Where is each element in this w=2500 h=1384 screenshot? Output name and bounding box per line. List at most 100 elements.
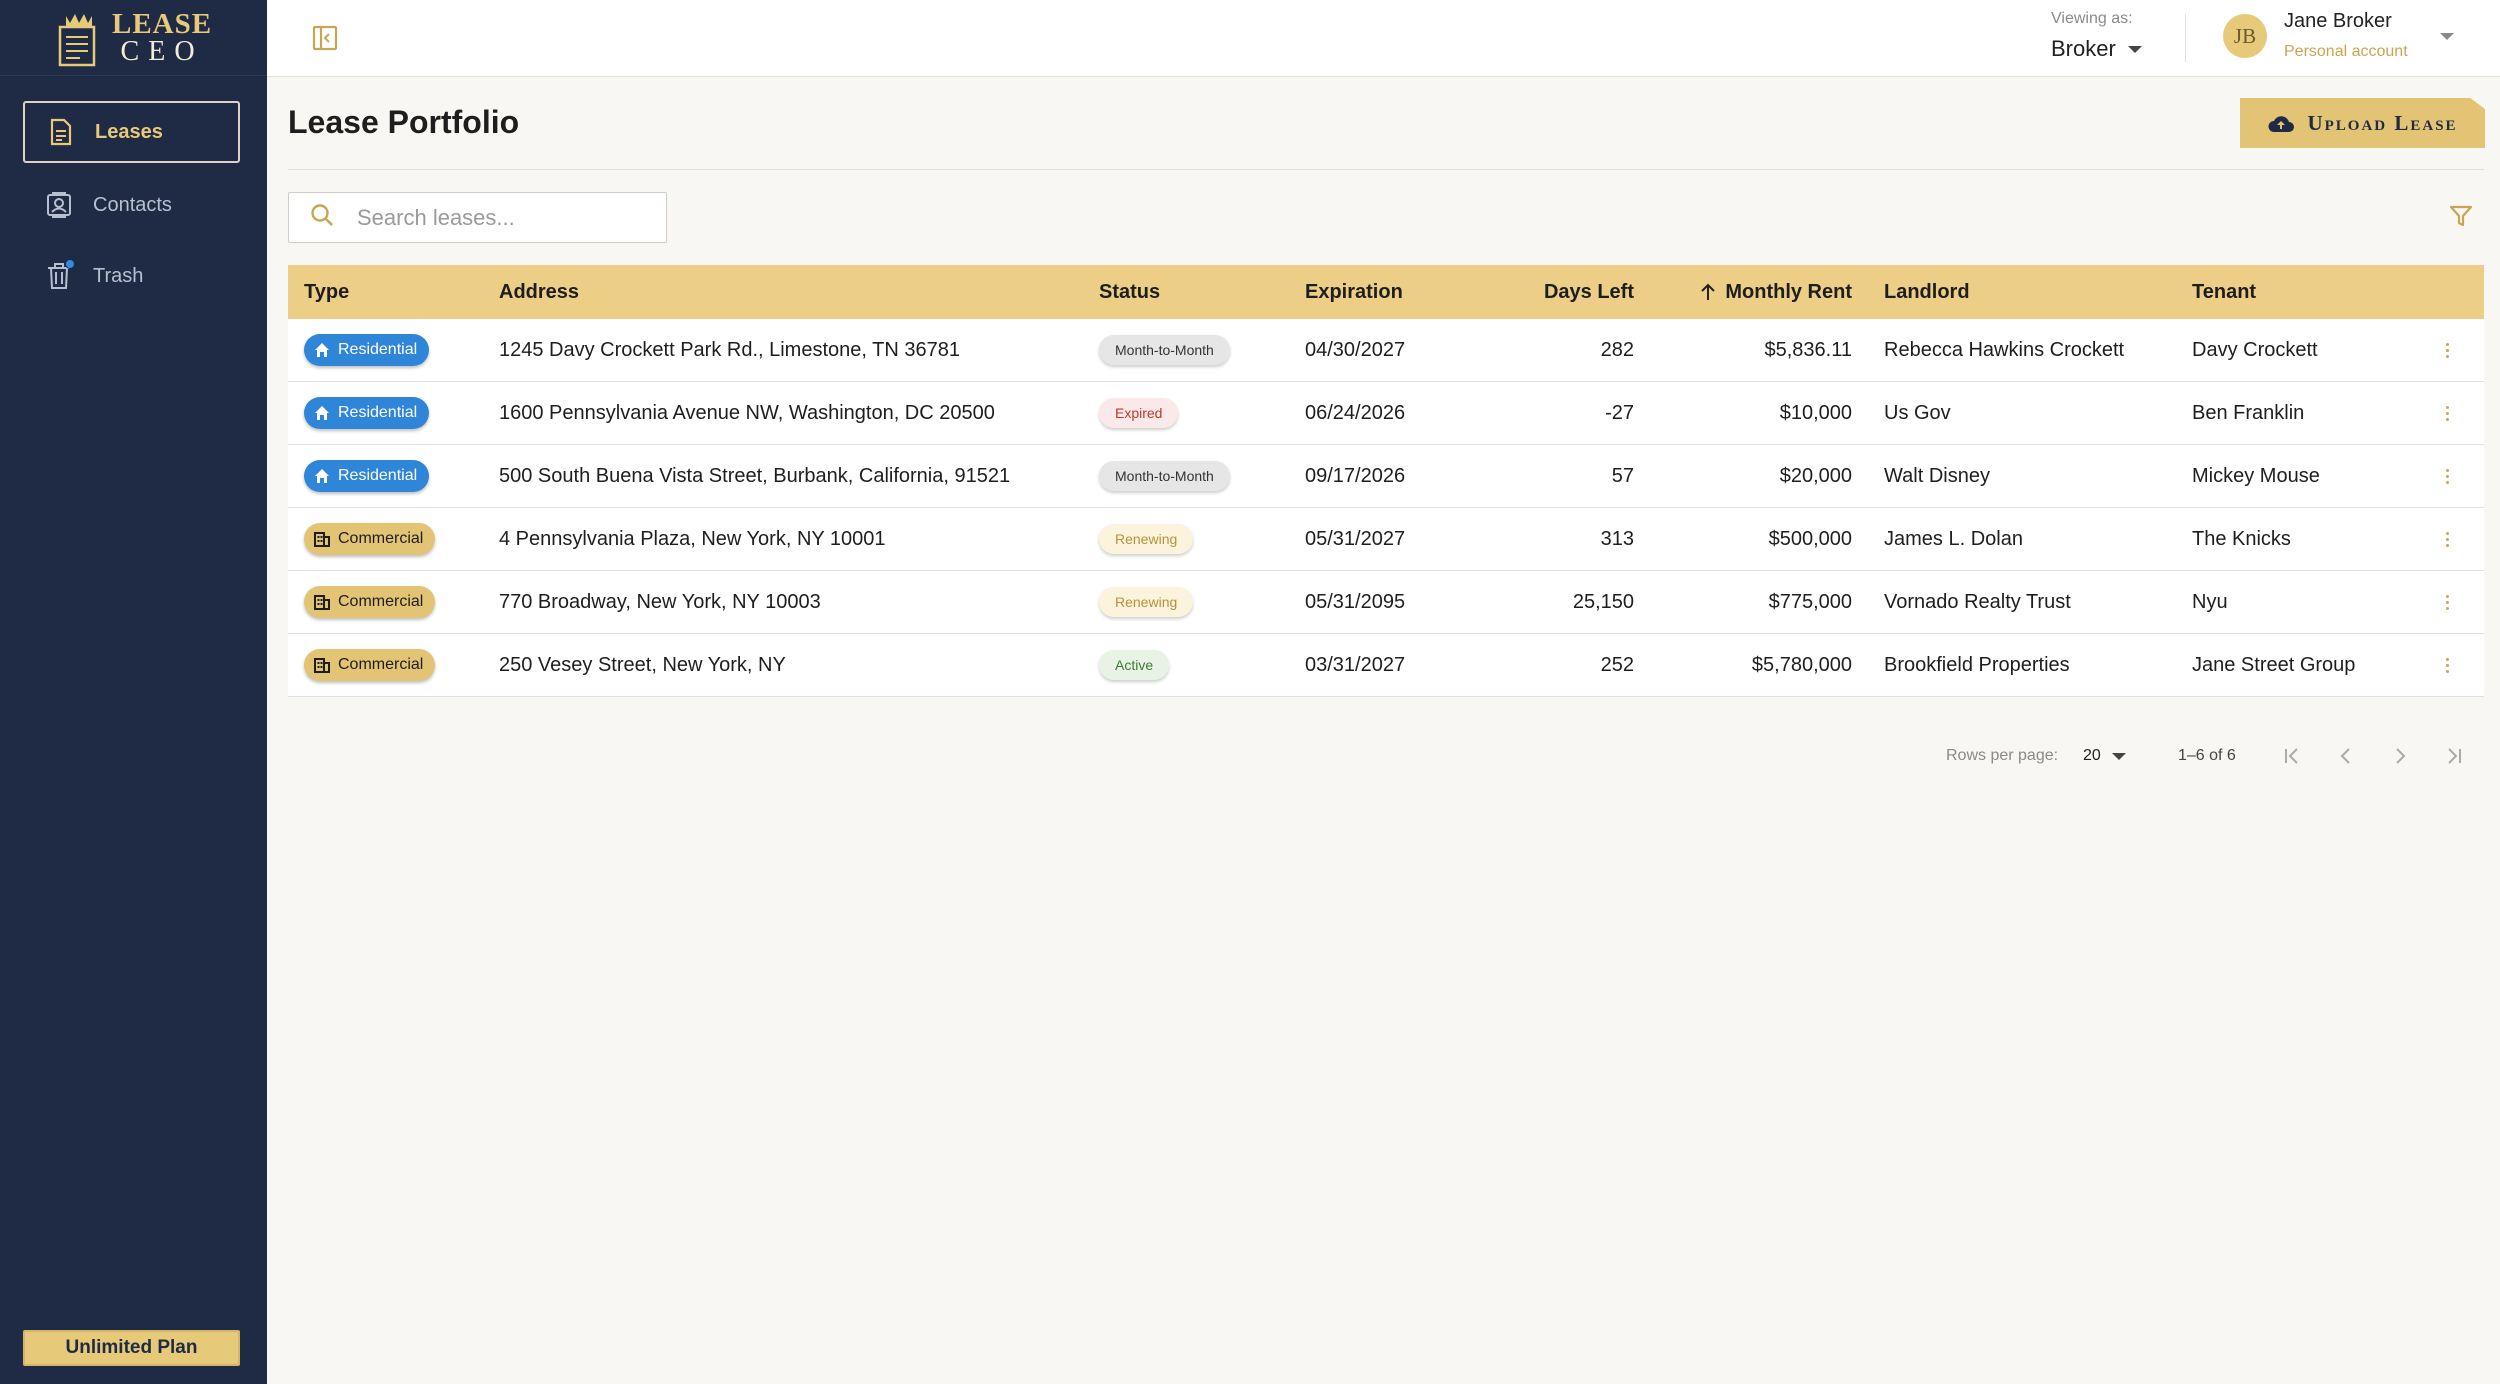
table-row[interactable]: Residential 1600 Pennsylvania Avenue NW, … xyxy=(288,382,2484,445)
address-cell: 500 South Buena Vista Street, Burbank, C… xyxy=(499,464,1011,487)
sidebar-item-label: Leases xyxy=(95,120,163,143)
days-left-cell: 252 xyxy=(1600,653,1634,676)
app-logo[interactable]: LEASE CEO xyxy=(56,6,212,70)
column-header-status[interactable]: Status xyxy=(1099,280,1161,303)
logo-document-icon xyxy=(56,10,102,67)
sidebar-item-trash[interactable]: Trash xyxy=(23,245,240,307)
table-body: Residential 1245 Davy Crockett Park Rd., … xyxy=(288,319,2484,697)
expiration-cell: 09/17/2026 xyxy=(1305,464,1406,487)
upload-lease-button[interactable]: Upload Lease xyxy=(2240,98,2485,148)
more-options-icon[interactable] xyxy=(2437,319,2457,381)
top-bar: Viewing as: Broker JB Jane Broker Person… xyxy=(267,0,2500,77)
status-badge: Renewing xyxy=(1099,524,1194,554)
house-icon xyxy=(312,403,332,423)
table-row[interactable]: Residential 500 South Buena Vista Street,… xyxy=(288,445,2484,508)
user-account-type: Personal account xyxy=(2284,43,2408,60)
column-header-landlord[interactable]: Landlord xyxy=(1884,280,1970,303)
last-page-icon[interactable] xyxy=(2440,742,2468,770)
contacts-icon xyxy=(45,190,73,220)
table-row[interactable]: Commercial 250 Vesey Street, New York, NY… xyxy=(288,634,2484,697)
search-icon xyxy=(309,202,335,233)
sidebar-item-leases[interactable]: Leases xyxy=(23,101,240,163)
type-cell: Commercial xyxy=(304,508,436,570)
status-cell: Expired xyxy=(1099,382,1179,444)
address-cell: 770 Broadway, New York, NY 10003 xyxy=(499,590,821,613)
landlord-cell: Brookfield Properties xyxy=(1884,653,2070,676)
expiration-cell: 06/24/2026 xyxy=(1305,401,1406,424)
plan-badge[interactable]: Unlimited Plan xyxy=(23,1330,240,1366)
lease-table: Type Address Status Expiration Days Left… xyxy=(288,265,2484,697)
type-badge: Commercial xyxy=(304,649,436,681)
column-header-address[interactable]: Address xyxy=(499,280,580,303)
type-cell: Residential xyxy=(304,319,430,381)
role-value: Broker xyxy=(2051,36,2116,61)
filter-icon[interactable] xyxy=(2448,203,2476,231)
more-options-icon[interactable] xyxy=(2437,571,2457,633)
rows-per-page-label: Rows per page: xyxy=(1946,747,2059,764)
type-badge: Commercial xyxy=(304,586,436,618)
more-options-icon[interactable] xyxy=(2437,508,2457,570)
type-cell: Commercial xyxy=(304,571,436,633)
column-header-monthly-rent[interactable]: Monthly Rent xyxy=(1698,265,1852,319)
status-cell: Month-to-Month xyxy=(1099,319,1230,381)
days-left-cell: 313 xyxy=(1600,527,1634,550)
days-left-cell: 282 xyxy=(1600,338,1634,361)
monthly-rent-cell: $5,836.11 xyxy=(1764,338,1853,361)
more-options-icon[interactable] xyxy=(2437,634,2457,696)
tenant-cell: Davy Crockett xyxy=(2192,338,2318,361)
status-badge: Active xyxy=(1099,650,1170,680)
building-icon xyxy=(312,529,332,549)
column-header-days-left[interactable]: Days Left xyxy=(1543,280,1634,303)
type-label: Residential xyxy=(338,404,418,421)
rows-per-page-select[interactable]: 20 xyxy=(2083,747,2101,764)
address-cell: 250 Vesey Street, New York, NY xyxy=(499,653,786,676)
house-icon xyxy=(312,466,332,486)
status-badge: Month-to-Month xyxy=(1099,461,1230,491)
sidebar-divider xyxy=(0,75,267,76)
search-box[interactable] xyxy=(288,192,667,243)
tenant-cell: Ben Franklin xyxy=(2192,401,2305,424)
landlord-cell: Rebecca Hawkins Crockett xyxy=(1884,338,2125,361)
chevron-down-icon xyxy=(2127,45,2142,53)
expiration-cell: 05/31/2027 xyxy=(1305,527,1406,550)
status-badge: Expired xyxy=(1099,398,1179,428)
divider xyxy=(288,169,2484,170)
column-header-type[interactable]: Type xyxy=(304,280,350,303)
days-left-cell: -27 xyxy=(1605,401,1634,424)
tenant-cell: The Knicks xyxy=(2192,527,2291,550)
sidebar-item-label: Contacts xyxy=(93,193,172,216)
column-header-tenant[interactable]: Tenant xyxy=(2192,280,2257,303)
table-row[interactable]: Commercial 770 Broadway, New York, NY 100… xyxy=(288,571,2484,634)
table-row[interactable]: Residential 1245 Davy Crockett Park Rd., … xyxy=(288,319,2484,382)
logo-line2: CEO xyxy=(120,36,204,67)
more-options-icon[interactable] xyxy=(2437,382,2457,444)
table-row[interactable]: Commercial 4 Pennsylvania Plaza, New York… xyxy=(288,508,2484,571)
user-name[interactable]: Jane Broker xyxy=(2284,10,2392,32)
upload-lease-label: Upload Lease xyxy=(2307,110,2458,135)
avatar[interactable]: JB xyxy=(2223,14,2267,58)
monthly-rent-cell: $10,000 xyxy=(1779,401,1852,424)
role-selector[interactable]: Viewing as: Broker xyxy=(2051,10,2142,62)
collapse-sidebar-icon[interactable] xyxy=(311,24,339,52)
cloud-upload-icon xyxy=(2267,113,2295,133)
more-options-icon[interactable] xyxy=(2437,445,2457,507)
notification-dot xyxy=(65,259,75,269)
chevron-down-icon[interactable] xyxy=(2112,753,2126,760)
tenant-cell: Nyu xyxy=(2192,590,2228,613)
type-label: Commercial xyxy=(338,656,424,673)
first-page-icon[interactable] xyxy=(2278,742,2306,770)
type-badge: Residential xyxy=(304,460,430,492)
type-label: Residential xyxy=(338,341,418,358)
chevron-down-icon[interactable] xyxy=(2440,33,2454,40)
monthly-rent-cell: $5,780,000 xyxy=(1751,653,1852,676)
table-header-row: Type Address Status Expiration Days Left… xyxy=(288,265,2484,319)
column-header-expiration[interactable]: Expiration xyxy=(1305,280,1403,303)
search-input[interactable] xyxy=(357,204,657,231)
divider xyxy=(2185,14,2186,62)
monthly-rent-cell: $20,000 xyxy=(1779,464,1852,487)
tenant-cell: Jane Street Group xyxy=(2192,653,2356,676)
next-page-icon[interactable] xyxy=(2386,742,2414,770)
previous-page-icon[interactable] xyxy=(2332,742,2360,770)
sidebar-item-contacts[interactable]: Contacts xyxy=(23,174,240,236)
column-header-monthly-rent-label: Monthly Rent xyxy=(1725,280,1852,303)
